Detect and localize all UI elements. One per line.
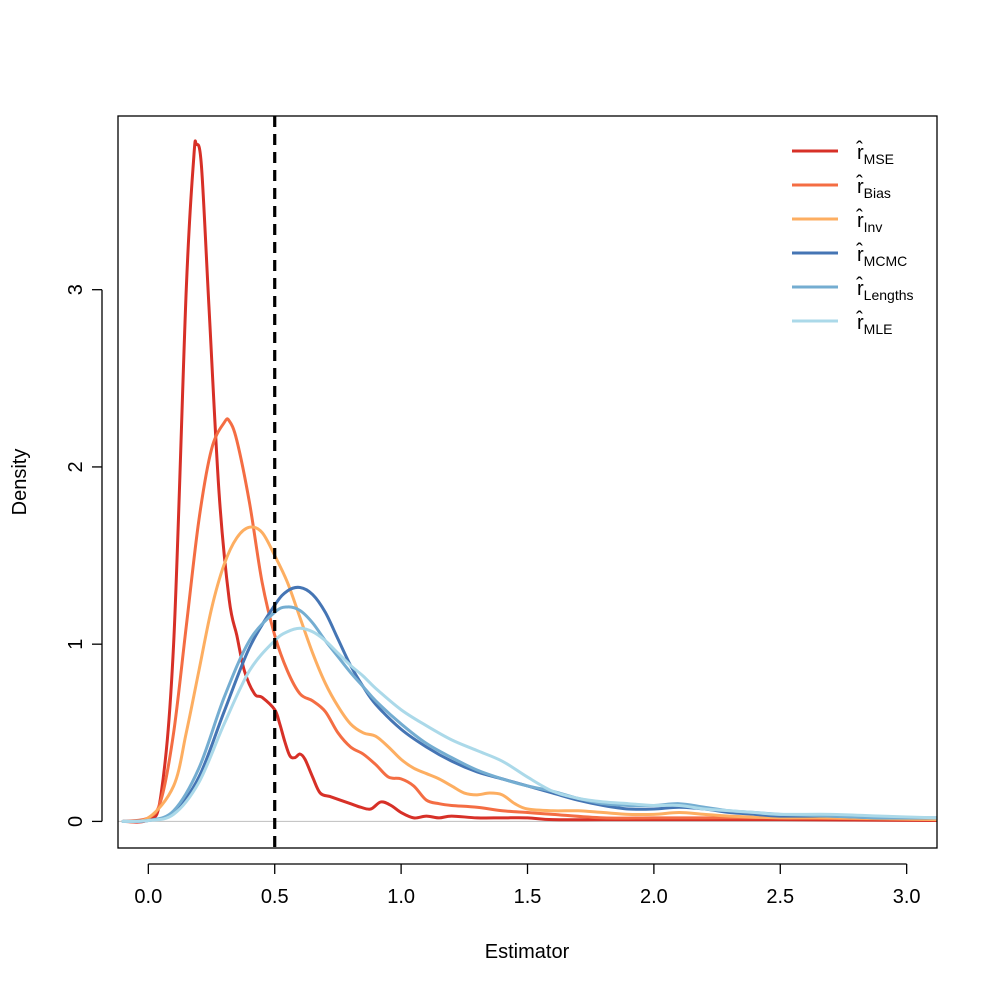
series-line-mse	[121, 139, 937, 824]
legend: r̂MSE r̂Bias r̂Inv r̂MCMC r̂Lengths r̂MLE	[792, 140, 914, 337]
legend-label: r̂MLE	[855, 310, 892, 337]
x-tick-label: 0.0	[134, 886, 162, 908]
x-tick-label: 1.0	[387, 886, 415, 908]
legend-label: r̂MSE	[855, 140, 894, 167]
x-axis: 0.0 0.5 1.0 1.5 2.0 2.5 3.0	[134, 863, 921, 908]
legend-label: r̂Inv	[855, 208, 882, 235]
legend-item-inv: r̂Inv	[792, 208, 882, 235]
legend-item-mse: r̂MSE	[792, 140, 894, 167]
x-tick-label: 2.5	[766, 886, 794, 908]
x-tick-label: 1.5	[514, 886, 542, 908]
series-layer	[121, 139, 937, 824]
y-tick-label: 1	[65, 639, 87, 650]
x-tick-label: 3.0	[893, 886, 921, 908]
series-line-mle	[121, 626, 937, 823]
x-tick-label: 0.5	[261, 886, 289, 908]
legend-item-mle: r̂MLE	[792, 310, 892, 337]
x-tick-label: 2.0	[640, 886, 668, 908]
x-axis-label: Estimator	[485, 941, 570, 963]
legend-item-bias: r̂Bias	[792, 174, 891, 201]
series-line-inv	[121, 525, 937, 824]
series-line-lengths	[121, 605, 937, 824]
legend-label: r̂MCMC	[855, 242, 907, 269]
legend-label: r̂Bias	[855, 174, 891, 201]
y-axis-label: Density	[9, 449, 31, 516]
y-tick-label: 3	[65, 284, 87, 295]
y-tick-label: 2	[65, 461, 87, 472]
plot-frame	[117, 115, 938, 849]
y-tick-label: 0	[65, 816, 87, 827]
legend-item-mcmc: r̂MCMC	[792, 242, 907, 269]
series-line-bias	[121, 417, 937, 823]
legend-item-lengths: r̂Lengths	[792, 276, 914, 303]
legend-label: r̂Lengths	[855, 276, 913, 303]
y-axis: 0 1 2 3	[65, 284, 103, 827]
